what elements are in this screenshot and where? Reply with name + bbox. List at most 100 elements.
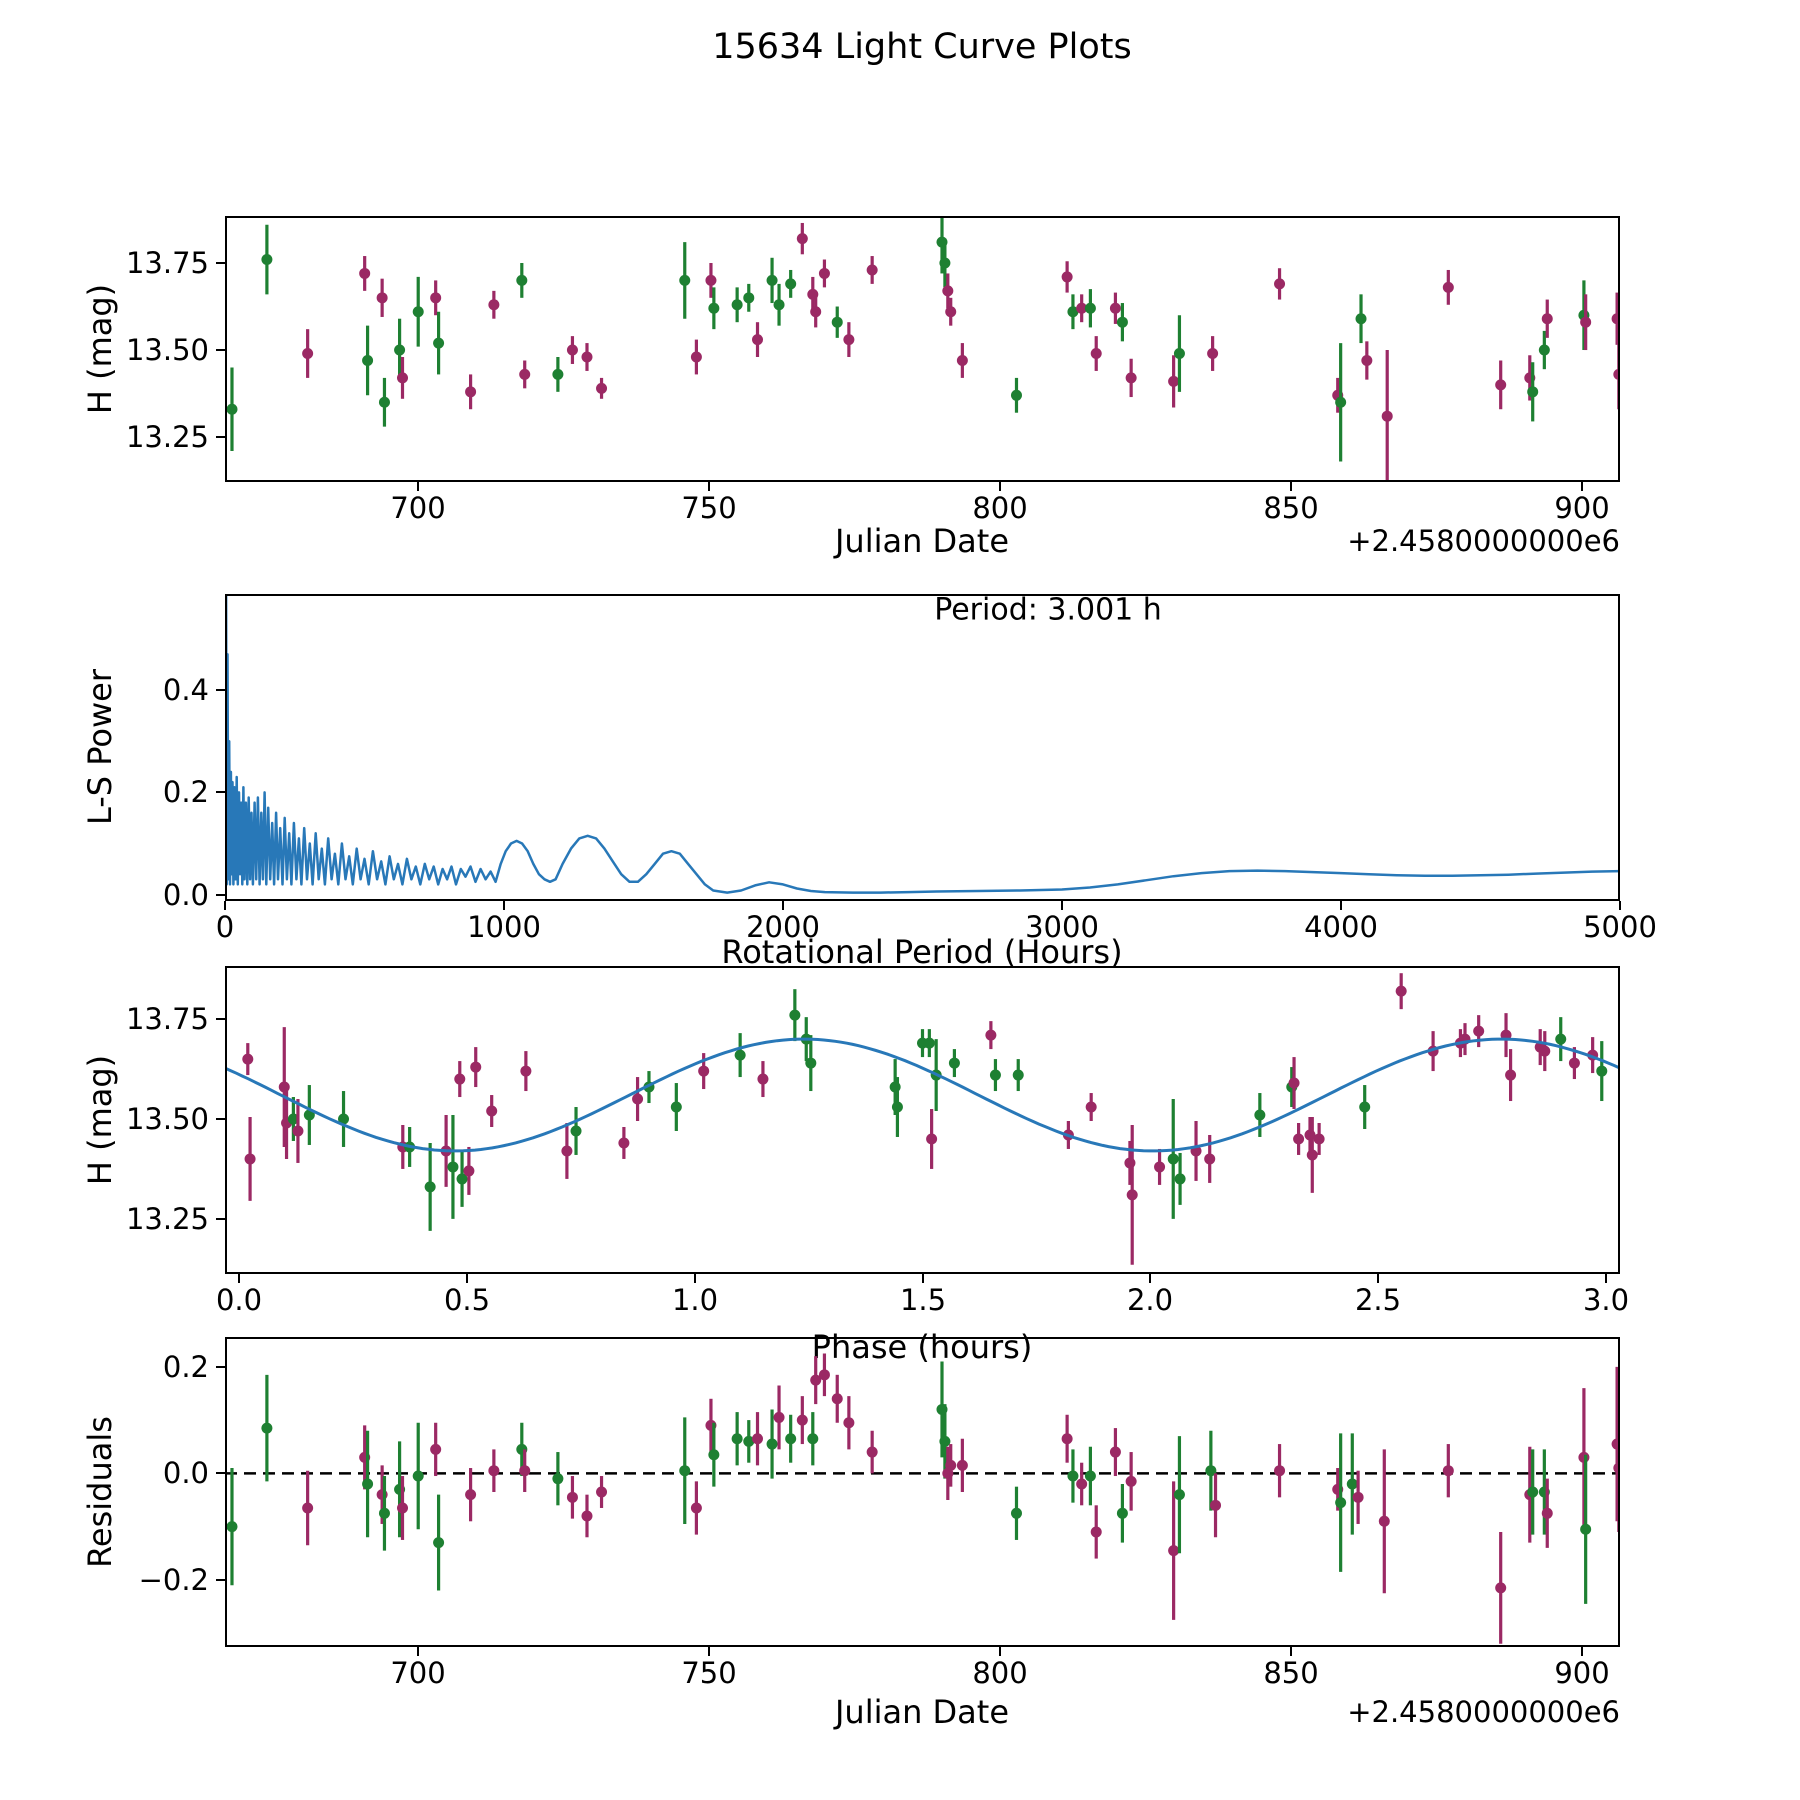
data-point: [581, 351, 593, 363]
data-point: [1254, 1109, 1266, 1121]
data-point: [1495, 1582, 1507, 1594]
data-point: [1541, 313, 1553, 325]
residuals-plot-area: [225, 1337, 1620, 1647]
x-tick-label: 5000: [1583, 910, 1657, 944]
data-point: [1084, 302, 1096, 314]
x-tick-label: 900: [1554, 1656, 1610, 1690]
tick-mark: [216, 894, 225, 896]
tick-mark: [1605, 1274, 1607, 1283]
data-point: [1109, 302, 1121, 314]
data-point: [690, 351, 702, 363]
data-point: [773, 299, 785, 311]
y-tick-label: 13.25: [125, 1202, 209, 1236]
data-point: [566, 1491, 578, 1503]
data-point: [430, 292, 442, 304]
tick-mark: [466, 1274, 468, 1283]
data-point: [831, 1393, 843, 1405]
data-point: [1173, 1489, 1185, 1501]
data-point: [1126, 1189, 1138, 1201]
data-point: [1274, 278, 1286, 290]
y-tick-label: 0.4: [162, 673, 209, 707]
axes-spines: [225, 966, 1620, 1274]
data-point: [1527, 386, 1539, 398]
data-point: [1076, 1478, 1088, 1490]
data-point: [378, 396, 390, 408]
data-point: [447, 1161, 459, 1173]
data-point: [618, 1137, 630, 1149]
tick-mark: [216, 689, 225, 691]
data-point: [1067, 306, 1079, 318]
x-tick-label: 700: [390, 491, 446, 525]
data-point: [362, 1478, 374, 1490]
tick-mark: [503, 901, 505, 910]
data-point: [1168, 375, 1180, 387]
ylabel-h-mag-top: H (mag): [81, 283, 119, 415]
data-point: [397, 1502, 409, 1514]
y-tick-label: 13.75: [125, 246, 209, 280]
tick-mark: [216, 1218, 225, 1220]
model-curve: [225, 1037, 1620, 1153]
data-point: [1495, 379, 1507, 391]
data-point: [566, 344, 578, 356]
data-point: [226, 1521, 238, 1533]
data-point: [244, 1153, 256, 1165]
data-point: [796, 1414, 808, 1426]
data-point: [1085, 1101, 1097, 1113]
phased-light-curve-plot-area: [225, 966, 1620, 1274]
data-point: [1125, 372, 1137, 384]
data-point: [926, 1133, 938, 1145]
data-point: [394, 344, 406, 356]
data-point: [1154, 1161, 1166, 1173]
periodogram-plot-area: [225, 594, 1620, 901]
data-point: [1090, 348, 1102, 360]
data-point: [519, 1465, 531, 1477]
x-tick-label: 3.0: [1582, 1283, 1630, 1317]
data-point: [818, 1369, 830, 1381]
data-point: [1116, 1507, 1128, 1519]
ylabel-residuals: Residuals: [81, 1416, 119, 1568]
data-point: [632, 1093, 644, 1105]
tick-mark: [1290, 482, 1292, 491]
tick-mark: [1290, 1647, 1292, 1656]
data-point: [433, 1537, 445, 1549]
data-point: [789, 1009, 801, 1021]
data-point: [1168, 1545, 1180, 1557]
data-point: [1596, 1065, 1608, 1077]
x-tick-label: 800: [972, 491, 1028, 525]
data-point: [1210, 1499, 1222, 1511]
y-tick-label: 13.75: [125, 1002, 209, 1036]
data-point: [465, 386, 477, 398]
data-point: [1346, 1478, 1358, 1490]
data-point: [1539, 1045, 1551, 1057]
data-point: [670, 1101, 682, 1113]
axes-spines: [225, 1337, 1620, 1647]
data-point: [843, 334, 855, 346]
data-point: [785, 1433, 797, 1445]
x-tick-label: 750: [681, 1656, 737, 1690]
data-point: [1293, 1133, 1305, 1145]
data-point: [1076, 302, 1088, 314]
data-point: [1381, 410, 1393, 422]
data-point: [956, 1459, 968, 1471]
data-point: [1378, 1515, 1390, 1527]
data-point: [1010, 1507, 1022, 1519]
data-point: [989, 1069, 1001, 1081]
data-point: [956, 354, 968, 366]
data-point: [866, 264, 878, 276]
data-point: [1541, 1507, 1553, 1519]
data-point: [1010, 389, 1022, 401]
tick-mark: [216, 262, 225, 264]
data-point: [226, 403, 238, 415]
tick-mark: [1619, 901, 1621, 910]
data-point: [1173, 348, 1185, 360]
data-point: [1313, 1133, 1325, 1145]
data-point: [516, 274, 528, 286]
data-point: [698, 1065, 710, 1077]
data-point: [1580, 316, 1592, 328]
tick-mark: [999, 1647, 1001, 1656]
y-tick-label: 13.50: [125, 1102, 209, 1136]
x-tick-label: 1000: [467, 910, 541, 944]
data-point: [596, 382, 608, 394]
tick-mark: [216, 1366, 225, 1368]
data-point: [1505, 1069, 1517, 1081]
